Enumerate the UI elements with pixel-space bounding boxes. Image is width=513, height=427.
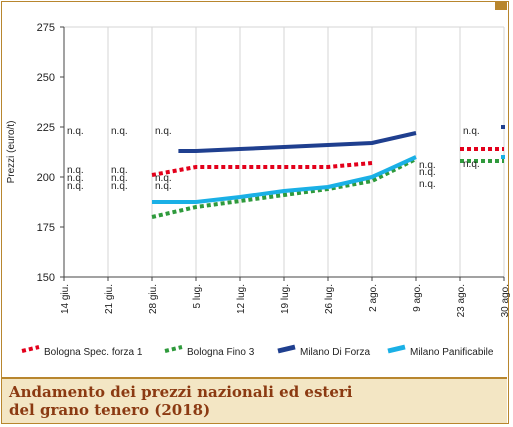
nq-annotation: n.q. [67, 165, 84, 176]
nq-annotation: n.q. [463, 126, 480, 137]
y-axis-title: Prezzi (euro/t) [6, 121, 17, 184]
caption-line-1: Andamento dei prezzi nazionali ed esteri [9, 383, 353, 401]
legend-swatch [164, 345, 183, 353]
x-tick-label: 26 lug. [324, 284, 335, 314]
x-tick-label: 21 giu. [104, 284, 115, 314]
nq-annotation: n.q. [419, 160, 436, 171]
x-tick-label: 19 lug. [280, 284, 291, 314]
legend-swatch [21, 345, 40, 353]
legend-label: Milano Panificabile [410, 347, 494, 358]
corner-accent [495, 1, 507, 10]
legend-swatch [387, 344, 406, 354]
caption-line-2: del grano tenero (2018) [9, 401, 211, 419]
nq-annotation: n.q. [67, 126, 84, 137]
nq-annotation: n.q. [67, 181, 84, 192]
legend-label: Bologna Spec. forza 1 [44, 347, 143, 358]
nq-annotation: n.q. [111, 173, 128, 184]
legend-label: Milano Di Forza [300, 347, 370, 358]
x-tick-label: 14 giu. [60, 284, 71, 314]
annotation-layer: n.q. n.q. n.q.n.q. n.q.n.q. n.q. n.q.n.q. n.q.… [67, 126, 480, 192]
nq-annotation: n.q. [67, 173, 84, 184]
series-layer [151, 125, 505, 219]
legend-swatch [277, 344, 296, 354]
x-tick-label: 9 ago. [412, 284, 423, 312]
x-tick-label: 5 lug. [192, 284, 203, 308]
x-tick-label: 2 ago. [368, 284, 379, 312]
nq-annotation: n.q. [111, 181, 128, 192]
x-tick-label: 12 lug. [236, 284, 247, 314]
series-line [151, 161, 373, 177]
x-tick-label: 23 ago. [456, 284, 467, 317]
y-tick-label: 225 [37, 122, 55, 134]
x-tick-label: 30 ago. [500, 284, 511, 317]
y-tick-label: 200 [37, 172, 55, 184]
series-line [151, 157, 417, 219]
nq-annotation: n.q. [155, 126, 172, 137]
series-line [152, 155, 417, 204]
legend: Bologna Spec. forza 1 Bologna Fino 3 Milan… [21, 344, 494, 358]
legend-label: Bologna Fino 3 [187, 347, 255, 358]
nq-annotation: n.q. [111, 165, 128, 176]
grid-layer [63, 26, 505, 277]
series-point [501, 155, 505, 159]
nq-annotation: n.q. [419, 167, 436, 178]
series-line [178, 131, 417, 153]
nq-annotation: n.q. [155, 173, 172, 184]
y-tick-label: 150 [37, 272, 55, 284]
figure-caption: Andamento dei prezzi nazionali ed esteri… [2, 377, 507, 423]
nq-annotation: n.q. [419, 179, 436, 190]
y-tick-label: 250 [37, 72, 55, 84]
series-point [501, 125, 505, 129]
nq-annotation: n.q. [111, 126, 128, 137]
y-tick-label: 175 [37, 222, 55, 234]
y-tick-label: 275 [37, 22, 55, 34]
nq-annotation: n.q. [155, 181, 172, 192]
axis-layer: 150 175 200 225 250 275 Prezzi (euro/t) 14 giu.… [6, 22, 511, 317]
x-tick-label: 28 giu. [148, 284, 159, 314]
nq-annotation: n.q. [463, 159, 480, 170]
